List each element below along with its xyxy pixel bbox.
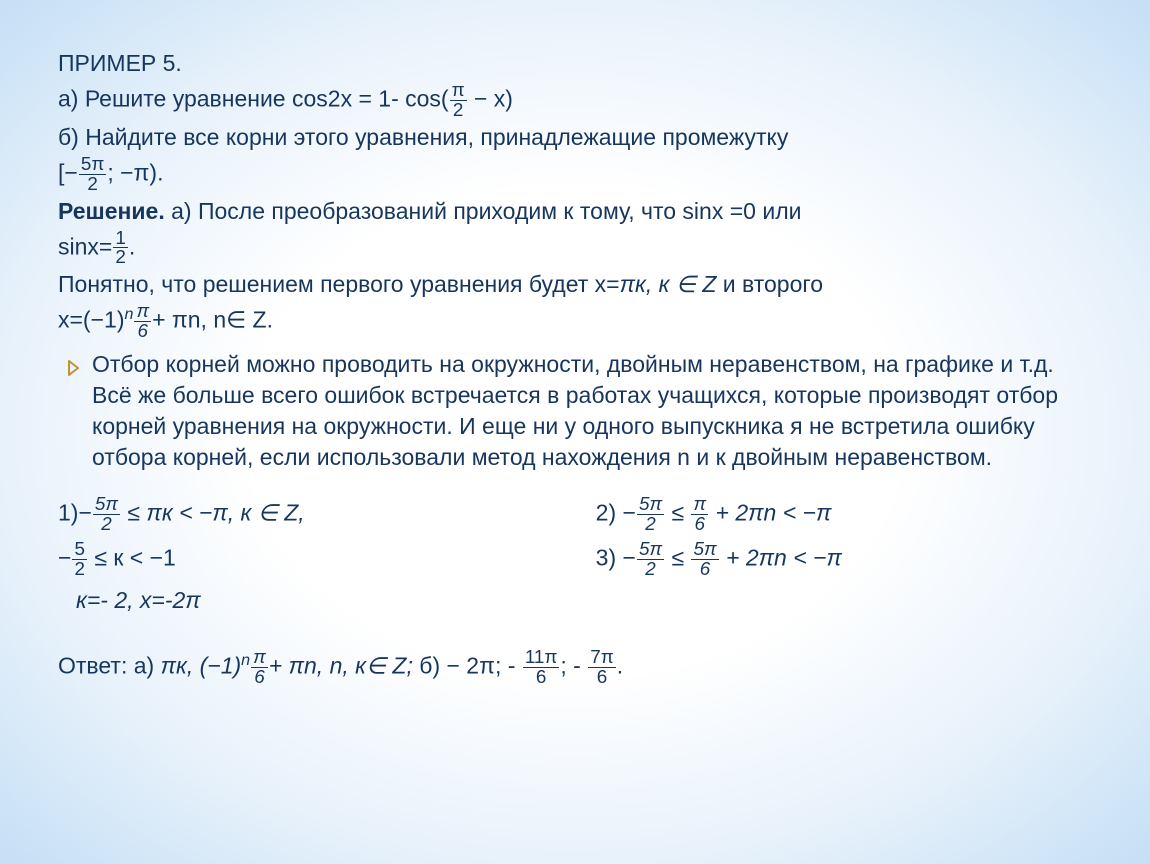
fraction: π6: [251, 648, 268, 687]
solution-line-2: sinx=12.: [58, 229, 1092, 268]
problem-b: б) Найдите все корни этого уравнения, пр…: [58, 122, 1092, 153]
fraction: 11π6: [523, 648, 560, 687]
fraction: 5π2: [637, 540, 664, 579]
superscript: n: [241, 651, 250, 669]
text: πк, (−1): [161, 652, 242, 678]
text: − x): [468, 85, 513, 111]
text: 2): [596, 500, 623, 526]
solution-line-4: x=(−1)nπ6+ πn, n∈ Z.: [58, 302, 1092, 341]
solution-label: Решение.: [58, 198, 165, 224]
column-right: 2) −5π2 ≤ π6 + 2πn < −π 3) −5π2 ≤ 5π6 + …: [596, 495, 1092, 621]
text: к=- 2, x=-2π: [76, 587, 201, 613]
fraction: π6: [691, 495, 708, 534]
text: ≤: [665, 500, 690, 526]
text: ≤ πк < −π, к ∈ Z,: [121, 500, 305, 526]
fraction: π6: [134, 302, 151, 341]
text: ≤: [665, 544, 690, 570]
eq-3: 3) −5π2 ≤ 5π6 + 2πn < −π: [596, 540, 1092, 579]
equations-columns: 1)−5π2 ≤ πк < −π, к ∈ Z, −52 ≤ к < −1 к=…: [58, 495, 1092, 621]
text: .: [617, 652, 623, 678]
answer-line: Ответ: а) πк, (−1)nπ6+ πn, n, к∈ Z; б) −…: [58, 648, 1092, 687]
fraction: 5π2: [637, 495, 664, 534]
text: −: [623, 544, 636, 570]
fraction: 12: [113, 229, 128, 268]
text: .: [129, 233, 135, 259]
superscript: n: [124, 305, 133, 323]
text: Ответ: а): [58, 652, 161, 678]
eq-1b: −52 ≤ к < −1: [58, 540, 596, 579]
eq-1c: к=- 2, x=-2π: [58, 585, 596, 616]
solution-line-1: Решение. а) После преобразований приходи…: [58, 196, 1092, 227]
text: + πn, n, к∈ Z;: [269, 652, 413, 678]
text: + 2πn < −π: [720, 544, 842, 570]
fraction: π2: [450, 81, 467, 120]
fraction: 5π2: [79, 155, 107, 194]
text: ; -: [560, 652, 587, 678]
solution-line-3: Понятно, что решением первого уравнения …: [58, 269, 1092, 300]
text: + πn, n∈ Z.: [152, 307, 273, 333]
text: sinx=: [58, 233, 112, 259]
bullet-text: Отбор корней можно проводить на окружнос…: [92, 349, 1092, 473]
text: + 2πn < −π: [709, 500, 831, 526]
chevron-right-icon: [66, 353, 82, 473]
interval: [−5π2; −π).: [58, 155, 1092, 194]
text: 3): [596, 544, 623, 570]
text: и второго: [716, 271, 823, 297]
text: x=(−1): [58, 307, 124, 333]
text: 1): [58, 500, 78, 526]
text: ; −π).: [107, 159, 163, 185]
text: б) − 2π; -: [413, 652, 522, 678]
example-title: ПРИМЕР 5.: [58, 48, 1092, 79]
column-left: 1)−5π2 ≤ πк < −π, к ∈ Z, −52 ≤ к < −1 к=…: [58, 495, 596, 621]
text: −: [623, 500, 636, 526]
text: [−: [58, 159, 78, 185]
text: а) После преобразований приходим к тому,…: [165, 198, 802, 224]
text: −: [78, 500, 91, 526]
fraction: 7π6: [588, 648, 616, 687]
eq-1: 1)−5π2 ≤ πк < −π, к ∈ Z,: [58, 495, 596, 534]
text: Понятно, что решением первого уравнения …: [58, 271, 620, 297]
fraction: 5π2: [93, 495, 120, 534]
eq-2: 2) −5π2 ≤ π6 + 2πn < −π: [596, 495, 1092, 534]
fraction: 5π6: [691, 540, 718, 579]
text: −: [58, 544, 71, 570]
fraction: 52: [72, 540, 87, 579]
bullet-block: Отбор корней можно проводить на окружнос…: [58, 349, 1092, 473]
text: πк, к ∈ Z: [620, 271, 717, 297]
problem-a: а) Решите уравнение cos2x = 1- cos(π2 − …: [58, 81, 1092, 120]
text: а) Решите уравнение cos2x = 1- cos(: [58, 85, 449, 111]
text: ≤ к < −1: [88, 544, 176, 570]
